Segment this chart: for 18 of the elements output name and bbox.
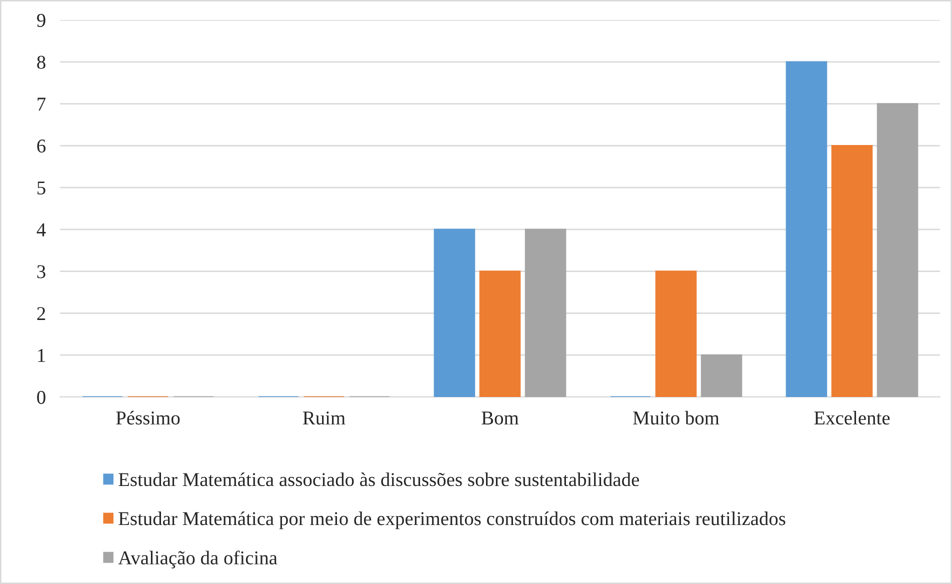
legend-label: Estudar Matemática associado às discussões sobre sustentabilidade [118, 472, 639, 486]
y-tick-label: 7 [38, 98, 46, 111]
x-tick-label: Ruim [302, 412, 346, 425]
x-tick-label: Péssimo [116, 410, 180, 425]
y-tick-label: 5 [38, 182, 46, 194]
legend-label: Estudar Matemática por meio de experimentos construídos com materiais reutilizados [118, 512, 786, 530]
y-tick-label: 9 [37, 14, 46, 27]
x-tick-label: Bom [482, 412, 519, 425]
y-tick-label: 4 [36, 223, 46, 236]
y-tick-label: 1 [38, 349, 45, 362]
legend-label: Avaliação da oficina [118, 550, 278, 568]
y-tick-label: 8 [37, 56, 46, 69]
y-tick-label: 6 [37, 140, 46, 153]
x-tick-label: Excelente [814, 410, 890, 425]
y-tick-label: 0 [37, 390, 46, 404]
y-tick-label: 2 [37, 307, 46, 320]
y-tick-label: 3 [37, 265, 46, 278]
x-tick-label: Muito bom [633, 410, 720, 425]
